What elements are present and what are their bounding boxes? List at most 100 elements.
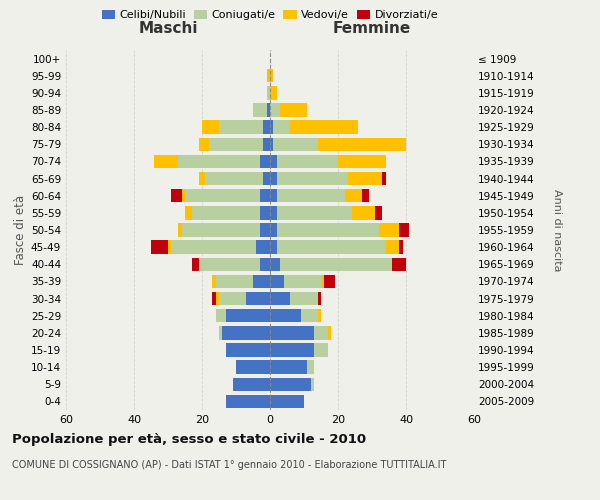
Bar [345,189,362,202]
Bar [290,292,317,306]
Bar [151,240,168,254]
Bar [270,309,301,322]
Bar [266,69,270,82]
Bar [321,274,325,288]
Y-axis label: Anni di nascita: Anni di nascita [551,188,562,271]
Bar [260,206,270,220]
Bar [277,206,352,220]
Bar [270,274,284,288]
Bar [277,172,348,186]
Bar [215,274,253,288]
Bar [284,274,321,288]
Bar [270,172,277,186]
Y-axis label: Fasce di età: Fasce di età [14,195,27,265]
Bar [280,258,392,271]
Bar [205,172,263,186]
Bar [325,274,335,288]
Bar [270,104,280,117]
Bar [311,378,314,391]
Bar [382,172,386,186]
Bar [376,206,382,220]
Bar [226,344,270,356]
Bar [399,240,403,254]
Bar [317,138,406,151]
Bar [270,154,277,168]
Bar [178,154,260,168]
Bar [314,344,328,356]
Bar [314,326,328,340]
Bar [270,224,277,236]
Bar [348,172,382,186]
Bar [392,258,406,271]
Bar [212,292,215,306]
Bar [270,326,314,340]
Bar [212,274,215,288]
Bar [260,224,270,236]
Bar [277,189,345,202]
Bar [270,86,277,100]
Bar [172,240,256,254]
Bar [226,394,270,408]
Bar [215,292,219,306]
Bar [270,258,280,271]
Bar [263,120,270,134]
Bar [270,378,311,391]
Bar [260,258,270,271]
Bar [328,326,331,340]
Bar [399,224,409,236]
Bar [253,104,266,117]
Bar [266,86,270,100]
Bar [270,360,307,374]
Bar [202,120,219,134]
Bar [219,326,223,340]
Bar [256,240,270,254]
Bar [290,120,358,134]
Text: COMUNE DI COSSIGNANO (AP) - Dati ISTAT 1° gennaio 2010 - Elaborazione TUTTITALIA: COMUNE DI COSSIGNANO (AP) - Dati ISTAT 1… [12,460,446,469]
Text: Femmine: Femmine [333,22,411,36]
Bar [185,189,260,202]
Bar [317,309,321,322]
Bar [270,206,277,220]
Bar [226,309,270,322]
Bar [274,138,317,151]
Bar [379,224,399,236]
Bar [260,189,270,202]
Bar [233,378,270,391]
Bar [277,224,379,236]
Bar [192,258,199,271]
Bar [178,224,182,236]
Bar [270,138,274,151]
Bar [270,394,304,408]
Bar [199,258,260,271]
Bar [386,240,399,254]
Bar [182,189,185,202]
Bar [274,120,290,134]
Bar [277,154,338,168]
Bar [270,120,274,134]
Text: Popolazione per età, sesso e stato civile - 2010: Popolazione per età, sesso e stato civil… [12,432,366,446]
Bar [199,172,205,186]
Legend: Celibi/Nubili, Coniugati/e, Vedovi/e, Divorziati/e: Celibi/Nubili, Coniugati/e, Vedovi/e, Di… [97,5,443,24]
Bar [338,154,386,168]
Bar [260,154,270,168]
Bar [301,309,317,322]
Bar [280,104,307,117]
Bar [317,292,321,306]
Bar [277,240,386,254]
Text: Maschi: Maschi [138,22,198,36]
Bar [270,344,314,356]
Bar [270,292,290,306]
Bar [185,206,192,220]
Bar [270,240,277,254]
Bar [219,120,263,134]
Bar [182,224,260,236]
Bar [209,138,263,151]
Bar [352,206,376,220]
Bar [219,292,246,306]
Bar [266,104,270,117]
Bar [307,360,314,374]
Bar [223,326,270,340]
Bar [172,189,182,202]
Bar [246,292,270,306]
Bar [192,206,260,220]
